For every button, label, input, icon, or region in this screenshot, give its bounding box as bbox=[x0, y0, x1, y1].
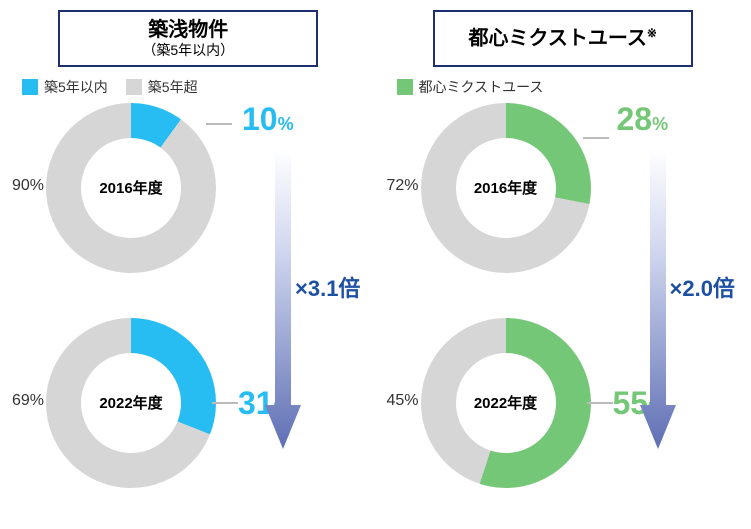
legend-label: 都心ミクストユース bbox=[419, 77, 544, 97]
donut-2022: 2022年度 45% bbox=[421, 318, 591, 488]
right-legend: 都心ミクストユース bbox=[391, 77, 736, 97]
donut-center-label: 2016年度 bbox=[456, 138, 556, 238]
donut-2022: 2022年度 69% bbox=[46, 318, 216, 488]
right-title-main: 都心ミクストユース※ bbox=[445, 26, 681, 51]
left-title-sub: （築5年以内） bbox=[70, 42, 306, 59]
donut-ring: 2022年度 bbox=[46, 318, 216, 488]
donut-center-label: 2022年度 bbox=[456, 353, 556, 453]
legend-swatch bbox=[22, 79, 38, 95]
tick-line bbox=[587, 402, 613, 404]
left-title-main: 築浅物件 bbox=[70, 18, 306, 42]
donut-center-label: 2016年度 bbox=[81, 138, 181, 238]
left-legend: 築5年以内 築5年超 bbox=[16, 77, 361, 97]
legend-item: 築5年以内 bbox=[22, 77, 108, 97]
donut-2016: 2016年度 90% bbox=[46, 103, 216, 273]
donut-ring: 2016年度 bbox=[46, 103, 216, 273]
legend-swatch bbox=[126, 79, 142, 95]
growth-arrow: ×3.1倍 bbox=[251, 121, 361, 471]
tick-line bbox=[583, 137, 609, 139]
legend-swatch bbox=[397, 79, 413, 95]
right-chart-area: 2016年度 72% 28% 2022年度 45% 55% bbox=[391, 103, 736, 503]
left-title-box: 築浅物件 （築5年以内） bbox=[58, 10, 318, 67]
growth-arrow: ×2.0倍 bbox=[626, 121, 736, 471]
donut-2016: 2016年度 72% bbox=[421, 103, 591, 273]
multiplier-label: ×3.1倍 bbox=[295, 271, 360, 303]
legend-label: 築5年以内 bbox=[44, 77, 108, 97]
donut-ring: 2022年度 bbox=[421, 318, 591, 488]
donut-ring: 2016年度 bbox=[421, 103, 591, 273]
remainder-label: 45% bbox=[386, 392, 418, 410]
right-title-box: 都心ミクストユース※ bbox=[433, 10, 693, 67]
left-chart-area: 2016年度 90% 10% 2022年度 69% 31% bbox=[16, 103, 361, 503]
legend-label: 築5年超 bbox=[148, 77, 198, 97]
remainder-label: 72% bbox=[386, 177, 418, 195]
tick-line bbox=[212, 402, 238, 404]
donut-center-label: 2022年度 bbox=[81, 353, 181, 453]
right-column: 都心ミクストユース※ 都心ミクストユース 2016年度 72% 28% bbox=[391, 10, 736, 503]
remainder-label: 69% bbox=[12, 392, 44, 410]
note-mark: ※ bbox=[647, 26, 657, 40]
legend-item: 築5年超 bbox=[126, 77, 198, 97]
multiplier-label: ×2.0倍 bbox=[670, 271, 735, 303]
right-title-text: 都心ミクストユース bbox=[469, 28, 647, 50]
page-root: 築浅物件 （築5年以内） 築5年以内 築5年超 2016年度 90% bbox=[0, 0, 751, 513]
remainder-label: 90% bbox=[12, 177, 44, 195]
legend-item: 都心ミクストユース bbox=[397, 77, 544, 97]
tick-line bbox=[206, 123, 232, 125]
left-column: 築浅物件 （築5年以内） 築5年以内 築5年超 2016年度 90% bbox=[16, 10, 361, 503]
